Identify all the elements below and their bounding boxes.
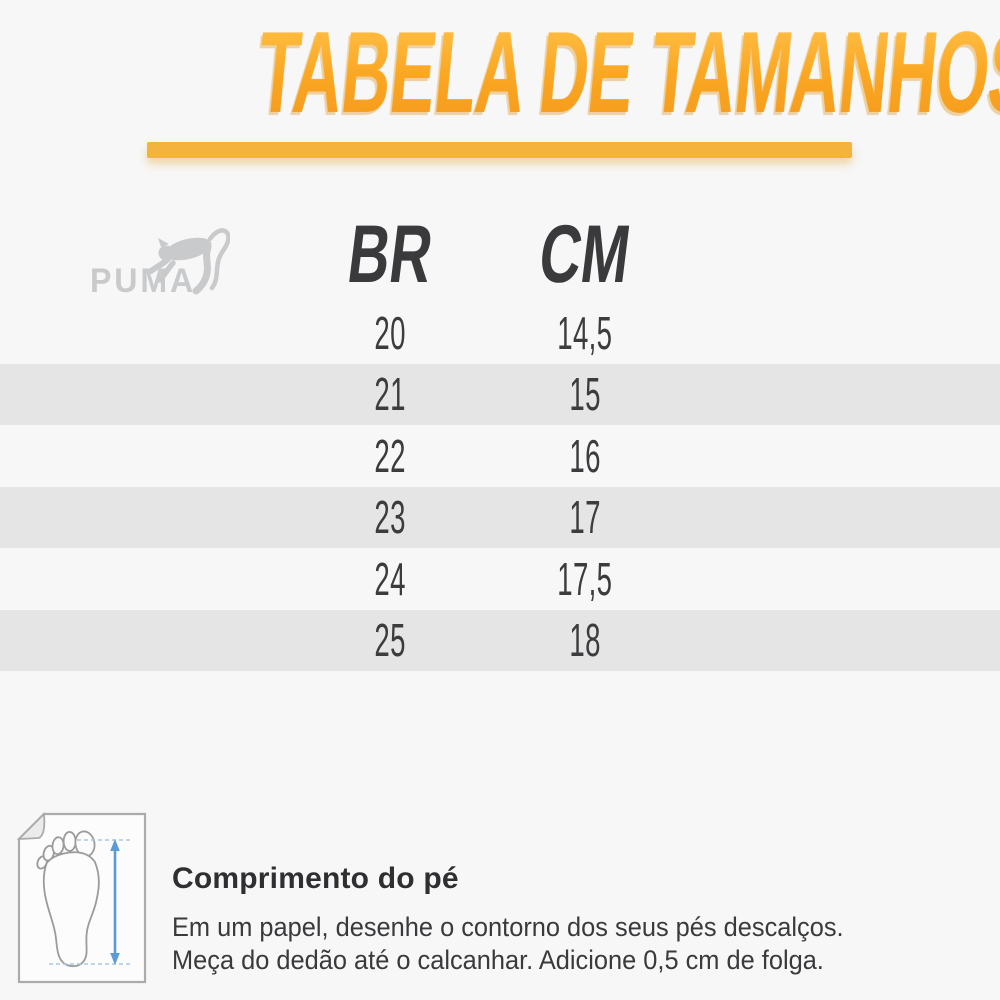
measure-guide: Comprimento do pé Em um papel, desenhe o…: [172, 862, 972, 977]
guide-line-2: Meça do dedão até o calcanhar. Adicione …: [172, 945, 824, 975]
table-row: 23 17: [0, 486, 1000, 548]
puma-logo: PUMA: [90, 228, 230, 299]
cell-cm: 16: [569, 429, 601, 482]
cell-cm: 17: [569, 491, 601, 544]
cell-br: 22: [374, 429, 406, 482]
size-table: 20 14,5 21 15 22 16 23 17 24 17,5 25 18: [0, 302, 1000, 671]
table-row: 24 17,5: [0, 548, 1000, 610]
cell-br: 21: [374, 368, 406, 421]
page-title: TABELA DE TAMANHOS: [0, 8, 1000, 137]
cell-br: 25: [374, 614, 406, 667]
foot-outline: [36, 830, 100, 968]
paper-fold-corner: [17, 812, 46, 841]
column-header-br: BR: [342, 209, 438, 300]
column-header-cm: CM: [534, 209, 636, 300]
page-title-text: TABELA DE TAMANHOS: [252, 8, 1000, 137]
table-row: 21 15: [0, 363, 1000, 425]
cell-cm: 15: [569, 368, 601, 421]
title-underline: [147, 142, 852, 158]
table-row: 22 16: [0, 425, 1000, 487]
cell-br: 24: [374, 552, 406, 605]
guide-line-1: Em um papel, desenhe o contorno dos seus…: [172, 912, 844, 942]
puma-wordmark: PUMA: [90, 262, 196, 299]
guide-heading: Comprimento do pé: [172, 862, 459, 895]
puma-cat-icon: [148, 228, 230, 295]
cell-br: 20: [374, 306, 406, 359]
measure-arrow: [49, 839, 133, 965]
cell-cm: 18: [569, 614, 601, 667]
cell-cm: 17,5: [557, 552, 613, 605]
cell-br: 23: [374, 491, 406, 544]
cell-cm: 14,5: [557, 306, 613, 359]
foot-measure-icon: [17, 812, 147, 984]
table-row: 20 14,5: [0, 302, 1000, 364]
table-row: 25 18: [0, 609, 1000, 671]
